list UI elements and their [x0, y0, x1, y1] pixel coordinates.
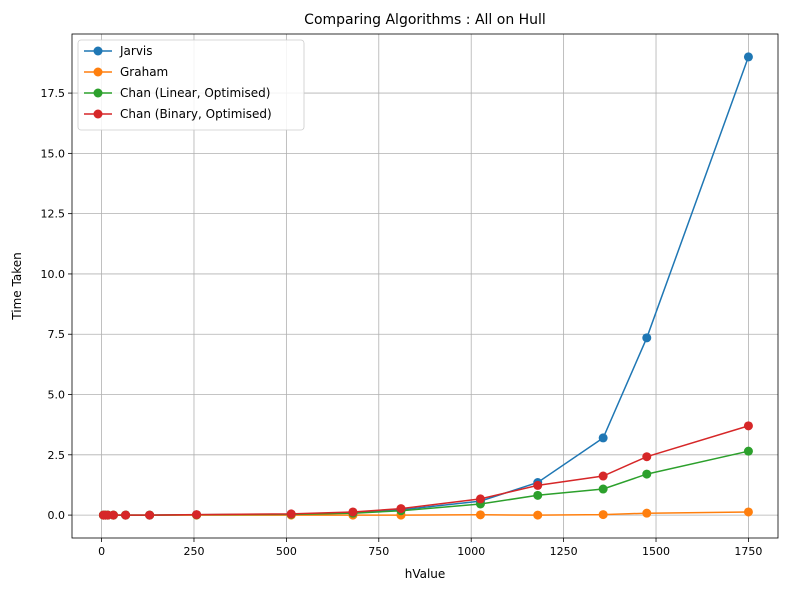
data-point — [475, 494, 485, 504]
series-group — [98, 52, 753, 520]
data-point — [192, 510, 202, 520]
data-point — [743, 507, 753, 517]
legend-item: Jarvis — [84, 44, 153, 58]
data-point — [743, 446, 753, 456]
y-tick-label: 7.5 — [48, 328, 66, 341]
legend-swatch-marker — [93, 67, 103, 77]
legend-item: Chan (Binary, Optimised) — [84, 107, 272, 121]
data-point — [743, 52, 753, 62]
data-point — [598, 471, 608, 481]
series-3 — [98, 421, 753, 520]
y-tick-label: 15.0 — [41, 147, 66, 160]
x-tick-label: 1000 — [457, 545, 485, 558]
x-tick-label: 1500 — [642, 545, 670, 558]
y-tick-label: 17.5 — [41, 87, 66, 100]
legend: Jarvis Graham Chan (Linear, Optimised) Chan… — [77, 39, 305, 131]
data-point — [145, 510, 155, 520]
data-point — [533, 490, 543, 500]
x-tick-label: 0 — [98, 545, 105, 558]
data-point — [108, 510, 118, 520]
legend-item: Chan (Linear, Optimised) — [84, 86, 270, 100]
x-tick-label: 500 — [276, 545, 297, 558]
data-point — [642, 508, 652, 518]
data-point — [642, 469, 652, 479]
data-point — [533, 480, 543, 490]
x-axis-label: hValue — [405, 567, 446, 581]
x-tick-label: 250 — [183, 545, 204, 558]
data-point — [743, 421, 753, 431]
data-point — [598, 433, 608, 443]
x-tick-label: 1750 — [734, 545, 762, 558]
data-point — [598, 484, 608, 494]
plot-frame — [71, 33, 779, 539]
legend-item: Graham — [84, 65, 168, 79]
data-point — [396, 504, 406, 514]
data-point — [286, 509, 296, 519]
chart-title: Comparing Algorithms : All on Hull — [304, 12, 546, 28]
legend-swatch-marker — [93, 88, 103, 98]
legend-label: Jarvis — [119, 44, 153, 58]
data-point — [533, 510, 543, 520]
y-tick-label: 10.0 — [41, 268, 66, 281]
ticks: 0 250 500 750 1000 1250 1500 1750 0.0 2.5 5.0 7.5 10… — [41, 87, 763, 558]
data-point — [642, 333, 652, 343]
data-point — [642, 452, 652, 462]
legend-label: Chan (Binary, Optimised) — [120, 107, 272, 121]
y-tick-label: 2.5 — [48, 449, 66, 462]
legend-label: Graham — [120, 65, 168, 79]
x-tick-label: 1250 — [550, 545, 578, 558]
legend-box — [77, 39, 305, 131]
y-axis-label: Time Taken — [10, 252, 24, 320]
data-point — [475, 510, 485, 520]
y-tick-label: 0.0 — [48, 509, 66, 522]
data-point — [348, 507, 358, 517]
y-tick-label: 12.5 — [41, 208, 66, 221]
x-tick-label: 750 — [368, 545, 389, 558]
legend-label: Chan (Linear, Optimised) — [120, 86, 270, 100]
y-tick-label: 5.0 — [48, 389, 66, 402]
data-point — [598, 510, 608, 520]
data-point — [121, 510, 131, 520]
legend-swatch-marker — [93, 46, 103, 56]
legend-swatch-marker — [93, 109, 103, 119]
